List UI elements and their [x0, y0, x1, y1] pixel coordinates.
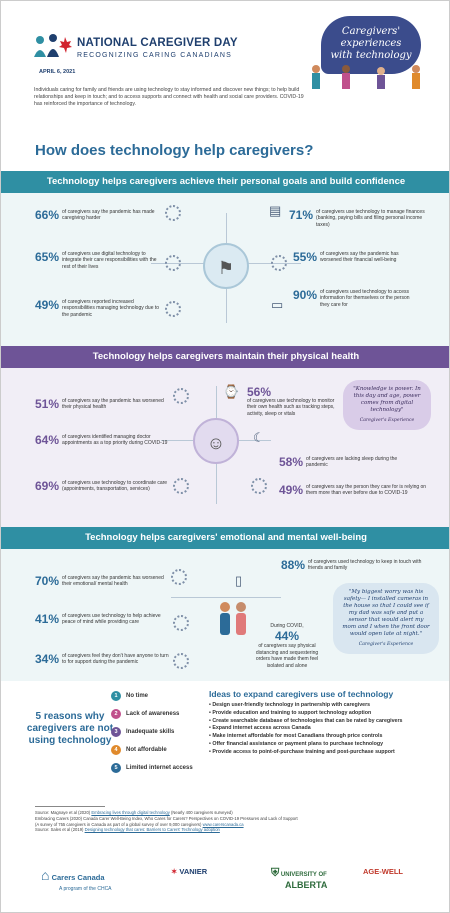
smartwatch-icon: ⌚ [223, 384, 240, 399]
quote-bubble: "My biggest worry was his safety— I inst… [333, 583, 439, 654]
agewell-logo: AGE-WELL [363, 867, 403, 876]
stat-item: 66% of caregivers say the pandemic has ma… [35, 208, 155, 222]
people-maple-logo-icon [34, 34, 72, 57]
stat-item: 70% of caregivers say the pandemic has wo… [35, 574, 164, 588]
stat-item: 55% of caregivers say the pandemic has wo… [293, 250, 399, 264]
gear-icon [165, 205, 181, 221]
ideas-list: Design user-friendly technology in partn… [209, 702, 444, 757]
house-icon: ⌂ [41, 867, 50, 883]
stat-item: 69% of caregivers use technology to coord… [35, 479, 168, 493]
gear-icon [171, 569, 187, 585]
carers-canada-logo: ⌂ Carers Canada A program of the CHCA [41, 867, 112, 892]
reason-item: 4 Not affordable [111, 745, 167, 755]
idea-item: Create searchable database of technologi… [209, 718, 444, 726]
section2-title: Technology helps caregivers maintain the… [1, 346, 449, 368]
ualberta-logo: ⛨ UNIVERSITY OF ALBERTA [271, 867, 328, 890]
stat-item: 64% of caregivers identified managing doc… [35, 433, 168, 447]
main-title: How does technology help caregivers? [35, 142, 314, 159]
reason-item: 1 No time [111, 691, 148, 701]
flag-person-icon: ⚑ [217, 258, 235, 278]
stat-item: 49% of caregivers reported increased resp… [35, 298, 160, 318]
hub-health: ☺ [193, 418, 239, 464]
stat-item: 49% of caregivers say the person they car… [279, 483, 427, 497]
reasons-and-ideas: 5 reasons why caregivers are not using t… [1, 681, 449, 791]
partner-logos: ⌂ Carers Canada A program of the CHCA ✶ V… [1, 853, 449, 912]
idea-item: Provide access to point-of-purchase trai… [209, 749, 444, 757]
vanier-logo: ✶ VANIER [171, 867, 208, 876]
reason-item: 2 Lack of awareness [111, 709, 179, 719]
quote-bubble: "Knowledge is power. In this day and age… [343, 380, 431, 430]
footnote: (A survey of 755 caregivers in Canada as… [35, 821, 244, 827]
idea-item: Design user-friendly technology in partn… [209, 702, 444, 710]
covid-stat: During COVID, 44% of caregivers say phys… [255, 623, 319, 669]
laptop-icon: ▭ [271, 297, 284, 312]
sleep-icon: ☾ [253, 430, 265, 445]
footnote: Source: Sales et al (2019) Designing tec… [35, 827, 220, 833]
couple-illustration-icon [220, 602, 246, 635]
footnote-link[interactable]: Embracing lives through digital technolo… [91, 810, 170, 815]
reasons-title: 5 reasons why caregivers are not using t… [26, 711, 114, 746]
section3-title: Technology helps caregivers' emotional a… [1, 527, 449, 549]
meditation-icon: ☺ [206, 433, 226, 453]
ideas-title: Ideas to expand caregivers use of techno… [209, 689, 394, 699]
event-title: NATIONAL CAREGIVER DAY [77, 37, 238, 49]
gear-icon [165, 301, 181, 317]
stat-item: 88% of caregivers used technology to keep… [281, 558, 422, 572]
reason-number-badge: 1 [111, 691, 121, 701]
reason-number-badge: 4 [111, 745, 121, 755]
footnotes: Source: Magnaye et al (2020) Embracing l… [35, 806, 435, 833]
stat-item: 34% of caregivers feel they don't have an… [35, 652, 169, 666]
gear-icon [173, 478, 189, 494]
hub-goal: ⚑ [203, 243, 249, 289]
footnote-divider [35, 806, 105, 807]
gear-icon [251, 478, 267, 494]
people-logo-icon: ✶ [171, 867, 178, 876]
gear-icon [173, 615, 189, 631]
stat-item: 71% of caregivers use technology to manag… [289, 208, 425, 228]
footnote: Source: Magnaye et al (2020) Embracing l… [35, 810, 233, 815]
gear-icon [165, 255, 181, 271]
section1: ⚑ ▤ ▭ 66% of caregivers say the pandemic … [1, 193, 449, 346]
title-cloud: Caregivers' experiences with technology [321, 16, 421, 74]
reason-number-badge: 5 [111, 763, 121, 773]
idea-item: Expand internet access across Canada [209, 725, 444, 733]
idea-item: Provide education and training to suppor… [209, 710, 444, 718]
stat-item: 65% of caregivers use digital technology … [35, 250, 157, 270]
stat-item: 58% of caregivers are lacking sleep durin… [279, 455, 398, 469]
intro-paragraph: Individuals caring for family and friend… [34, 87, 304, 108]
event-subtitle: RECOGNIZING CARING CANADIANS [77, 52, 232, 59]
stat-item: 56% of caregivers use technology to monit… [247, 385, 335, 417]
footnote-link[interactable]: Designing technology that cares: Barrier… [84, 827, 220, 833]
idea-item: Make internet affordable for most Canadi… [209, 733, 444, 741]
event-date: APRIL 6, 2021 [39, 69, 76, 75]
stat-item: 41% of caregivers use technology to help … [35, 612, 161, 626]
footnote: Embracing Carers (2020) Canada Carer Wel… [35, 815, 298, 821]
reason-number-badge: 3 [111, 727, 121, 737]
section2: ☺ ⌚ ☾ 51% of caregivers say the pandemic … [1, 368, 449, 527]
section3: ▯ 70% of caregivers say the pandemic has … [1, 549, 449, 681]
header: NATIONAL CAREGIVER DAY RECOGNIZING CARIN… [1, 1, 449, 89]
idea-item: Offer financial assistance or payment pl… [209, 741, 444, 749]
gear-icon [173, 653, 189, 669]
tablet-icon: ▯ [235, 573, 243, 588]
people-illustration-icon [312, 65, 420, 89]
reason-item: 3 Inadequate skills [111, 727, 174, 737]
connector-line [171, 597, 281, 598]
footnote-link[interactable]: www.carerscanada.ca [202, 821, 244, 827]
quote-attribution: Caregiver's Experience [358, 642, 414, 647]
crest-icon: ⛨ [271, 867, 280, 879]
cloud-text: Caregivers' experiences with technology [330, 26, 412, 61]
stat-item: 90% of caregivers used technology to acce… [293, 288, 410, 308]
gear-icon [173, 388, 189, 404]
reason-number-badge: 2 [111, 709, 121, 719]
reason-item: 5 Limited internet access [111, 763, 193, 773]
stat-item: 51% of caregivers say the pandemic has wo… [35, 397, 164, 411]
quote-attribution: Caregiver's Experience [359, 418, 415, 423]
bill-icon: ▤ [269, 203, 282, 218]
gear-icon [271, 255, 287, 271]
section1-title: Technology helps caregivers achieve thei… [1, 171, 449, 193]
